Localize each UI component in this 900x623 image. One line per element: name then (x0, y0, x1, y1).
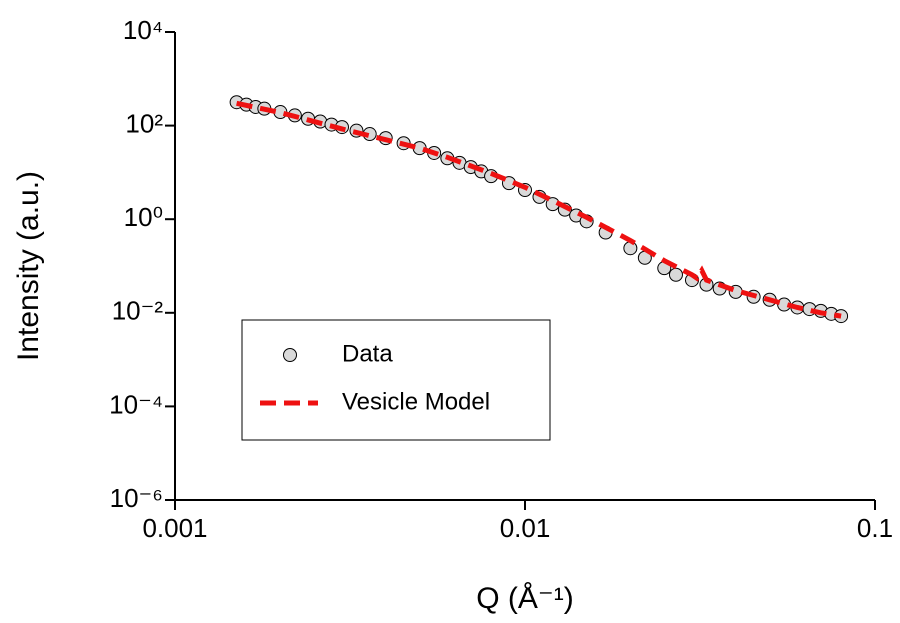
data-point (623, 241, 638, 256)
y-tick-label: 10⁰ (124, 202, 163, 232)
y-tick-label: 10⁴ (123, 15, 163, 45)
y-tick-label: 10⁻² (112, 296, 164, 326)
legend: Data Vesicle Model (241, 319, 551, 441)
y-axis-title: Intensity (a.u.) (12, 171, 45, 361)
x-tick-label: 0.001 (142, 513, 207, 543)
model-line (236, 100, 842, 319)
y-tick-label: 10⁻⁶ (110, 483, 163, 513)
y-tick-label: 10⁻⁴ (109, 389, 163, 419)
y-tick-label: 10² (125, 108, 163, 138)
legend-label: Data (342, 340, 393, 367)
data-point (668, 267, 683, 282)
plot-area (229, 95, 849, 324)
legend-marker (283, 348, 297, 362)
x-tick-label: 0.1 (857, 513, 893, 543)
legend-box (241, 319, 551, 441)
legend-label: Vesicle Model (342, 388, 490, 415)
x-tick-label: 0.01 (500, 513, 551, 543)
x-axis-title: Q (Å⁻¹) (476, 582, 574, 615)
